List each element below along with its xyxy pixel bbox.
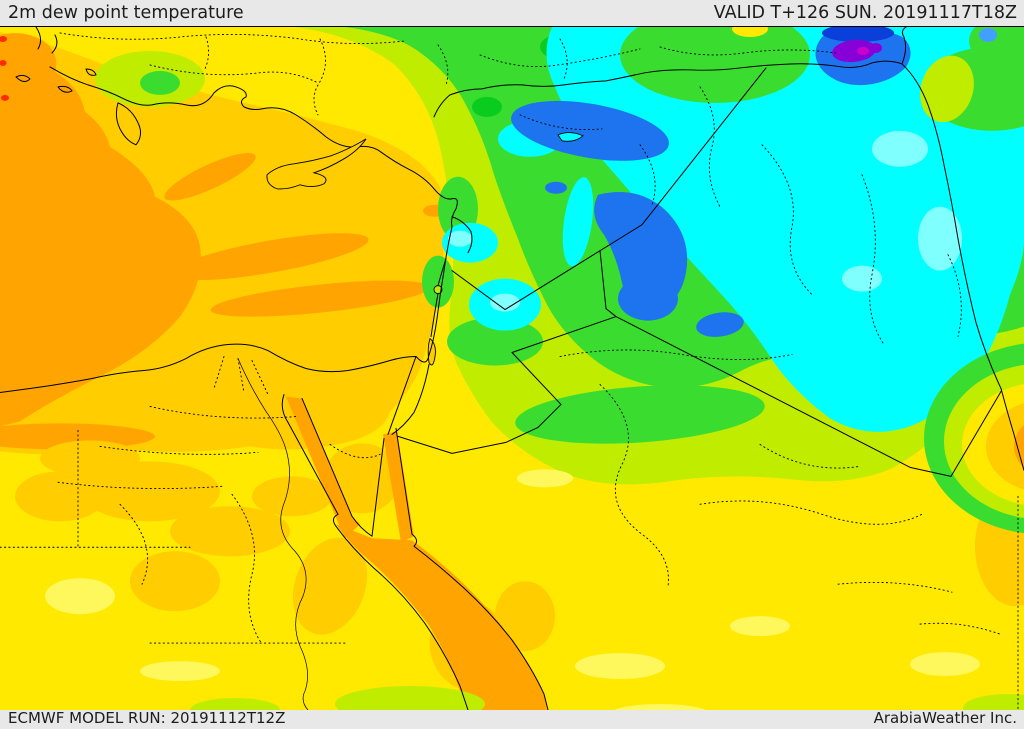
red-sea-water: [286, 396, 547, 710]
syria-iraq-jordan-borders: [397, 67, 1002, 477]
country-borders: [387, 27, 1002, 477]
dead-sea: [427, 337, 436, 366]
israel-borders: [387, 216, 473, 435]
brand-label: ArabiaWeather Inc.: [873, 709, 1017, 727]
aegean-islands: [15, 68, 142, 146]
turkey-syria-border: [433, 60, 903, 118]
coastlines: [0, 27, 1024, 710]
cyan-region: [442, 27, 1024, 432]
gulf-corner-coast: [1000, 387, 1024, 471]
red-sea-east-coast: [395, 427, 549, 710]
warm-sea-region: [0, 31, 476, 455]
gulf-corner-warm-stack: [924, 343, 1024, 534]
turkey-aegean-south-coast: [35, 27, 458, 228]
valid-time-label: VALID T+126 SUN. 20191117T18Z: [713, 3, 1017, 23]
map-title: 2m dew point temperature: [8, 3, 244, 23]
nile-river: [237, 358, 309, 710]
lake-assad: [557, 132, 584, 142]
model-run-label: ECMWF MODEL RUN: 20191112T12Z: [8, 709, 286, 727]
map-canvas: [0, 26, 1024, 710]
sinai-suez-coast: [281, 393, 469, 710]
cyprus-island: [266, 138, 367, 190]
blue-cores: [511, 27, 997, 337]
header-bar: 2m dew point temperature VALID T+126 SUN…: [0, 0, 1024, 26]
pale-yellow-spots: [45, 469, 980, 710]
admin-boundaries: [0, 32, 1019, 710]
dewpoint-map: [0, 27, 1024, 710]
iran-border: [901, 27, 1002, 389]
footer-bar: ECMWF MODEL RUN: 20191112T12Z ArabiaWeat…: [0, 710, 1024, 729]
levant-north-africa-coast: [0, 226, 453, 393]
